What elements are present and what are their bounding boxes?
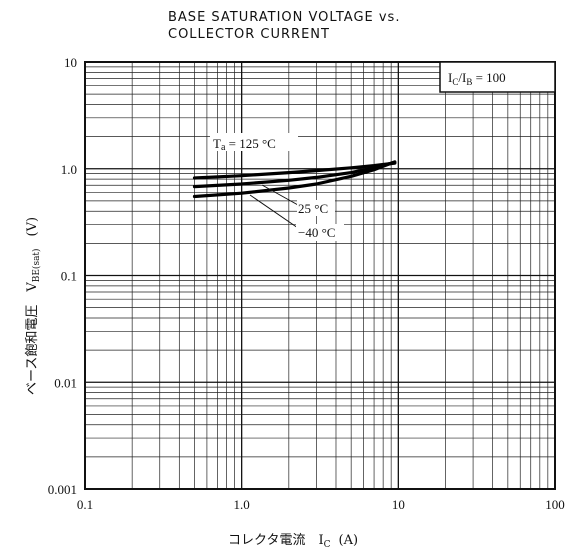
annotation-125-sub: a — [221, 142, 226, 153]
annotation-125: Ta = 125 °C — [213, 136, 276, 153]
annotations: Ta = 125 °C 25 °C −40 °C — [210, 133, 344, 241]
legend-part: /I — [458, 70, 466, 85]
y-tick-label: 10 — [64, 55, 77, 70]
series-line — [192, 160, 397, 189]
y-axis-label-main: ベース飽和電圧 V — [25, 282, 40, 395]
series-line — [192, 161, 397, 180]
legend-part-sub: C — [452, 77, 458, 87]
x-axis-label-unit: (A) — [339, 533, 359, 548]
y-tick-label: 0.001 — [48, 482, 77, 497]
annotation-125-bg — [210, 133, 298, 151]
annotation-25-bg — [297, 200, 335, 216]
annotation-25-leader — [261, 184, 299, 206]
y-tick-label: 0.01 — [54, 375, 77, 390]
x-axis-label-sub: C — [324, 540, 331, 550]
legend-box: IC/IB = 100 — [439, 61, 556, 93]
annotation-40-bg — [296, 224, 344, 241]
annotation-125-rest: = 125 °C — [225, 136, 275, 151]
series-line — [192, 160, 397, 199]
chart-title-line-2: COLLECTOR CURRENT — [168, 27, 330, 42]
legend-box-text: IC/IB = 100 — [448, 70, 506, 87]
plot-frame — [84, 61, 556, 490]
legend-part: I — [448, 70, 452, 85]
y-tick-labels: 10 1.0 0.1 0.01 0.001 — [48, 55, 77, 497]
curves — [192, 160, 397, 199]
y-axis-label: ベース飽和電圧 VBE(sat) (V) — [25, 217, 42, 395]
y-axis-label-sub: BE(sat) — [31, 248, 42, 282]
legend-part: = 100 — [472, 70, 505, 85]
legend-part-sub: B — [466, 77, 472, 87]
x-tick-label: 10 — [392, 497, 405, 512]
annotation-40: −40 °C — [298, 225, 335, 240]
legend-box-frame — [439, 61, 556, 93]
y-tick-label: 0.1 — [61, 269, 77, 284]
x-tick-label: 0.1 — [77, 497, 93, 512]
annotation-125-T: T — [213, 136, 221, 151]
x-axis-label-main: コレクタ電流 I — [228, 533, 324, 548]
annotation-40-leader — [249, 194, 299, 229]
chart-title-line-1: BASE SATURATION VOLTAGE vs. — [168, 10, 400, 25]
y-tick-label: 1.0 — [61, 162, 77, 177]
y-axis-label-unit: (V) — [25, 217, 40, 237]
x-tick-label: 1.0 — [234, 497, 250, 512]
annotation-25: 25 °C — [298, 201, 328, 216]
x-tick-label: 100 — [545, 497, 565, 512]
x-tick-labels: 0.1 1.0 10 100 — [77, 497, 565, 512]
x-axis-label: コレクタ電流 IC (A) — [228, 533, 358, 550]
